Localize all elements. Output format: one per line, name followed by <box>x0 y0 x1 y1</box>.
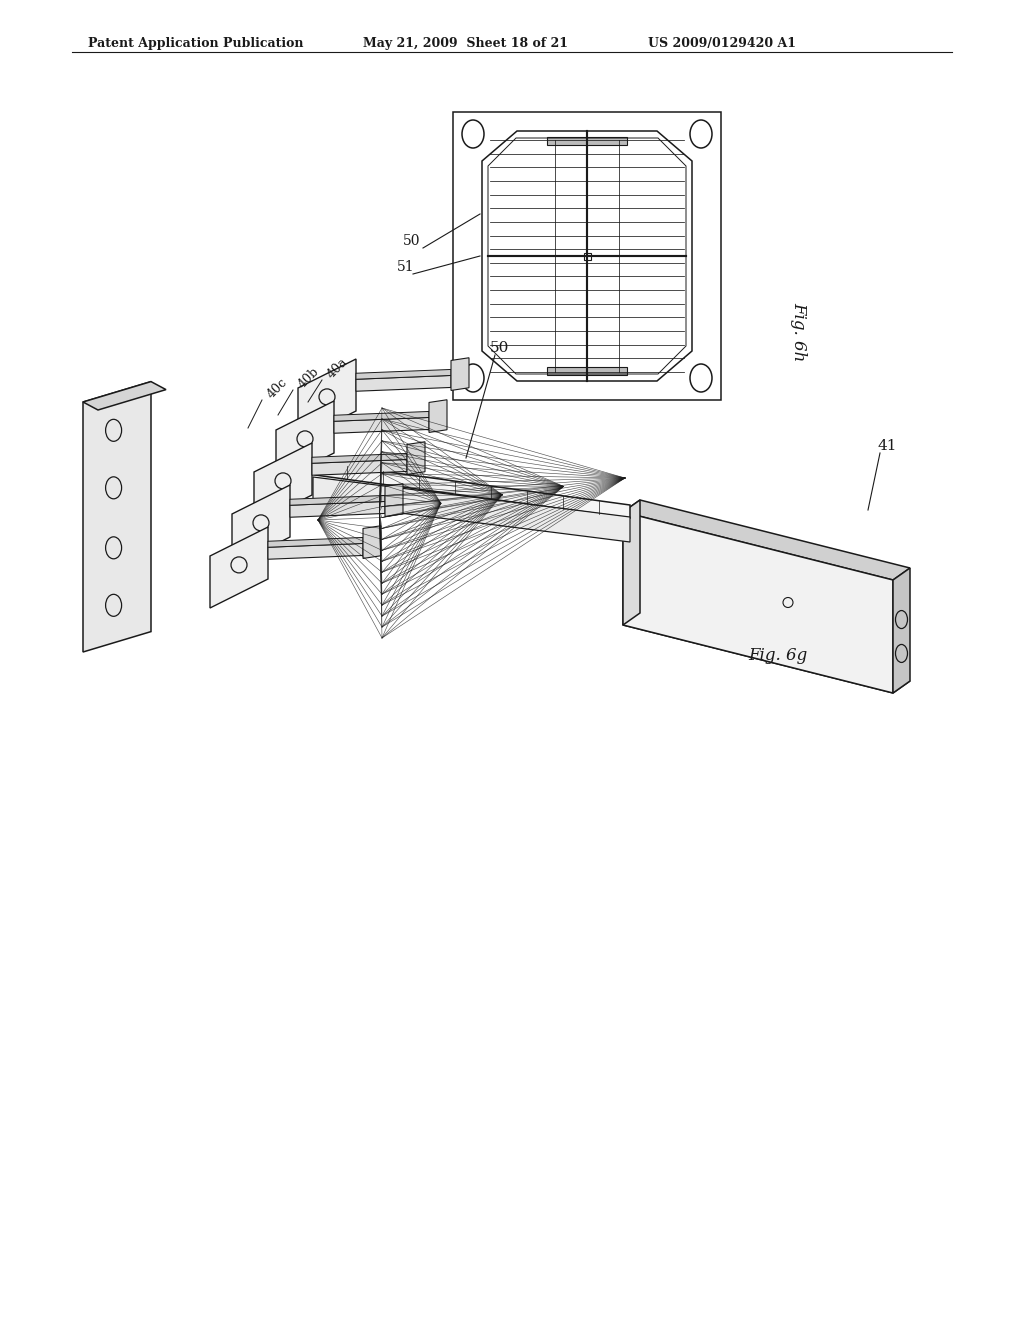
Text: Fig. 6h: Fig. 6h <box>790 302 807 362</box>
Polygon shape <box>893 568 910 693</box>
Polygon shape <box>623 500 910 579</box>
Polygon shape <box>232 484 290 566</box>
Polygon shape <box>268 544 362 560</box>
Polygon shape <box>334 417 429 433</box>
Bar <box>453 112 721 400</box>
Text: 51: 51 <box>397 260 415 275</box>
Polygon shape <box>623 512 893 693</box>
Text: 40a: 40a <box>325 355 351 381</box>
Polygon shape <box>623 500 640 624</box>
Polygon shape <box>290 502 385 517</box>
Polygon shape <box>385 483 403 516</box>
Text: Fig. 6g: Fig. 6g <box>748 647 807 664</box>
Polygon shape <box>313 477 630 543</box>
Polygon shape <box>276 401 334 482</box>
Polygon shape <box>83 381 151 652</box>
Bar <box>547 367 627 375</box>
Text: 41: 41 <box>878 440 897 453</box>
Polygon shape <box>83 381 166 411</box>
Polygon shape <box>451 358 469 391</box>
Polygon shape <box>312 459 407 475</box>
Polygon shape <box>407 442 425 474</box>
Polygon shape <box>290 495 385 506</box>
Polygon shape <box>429 400 447 433</box>
Polygon shape <box>312 454 407 463</box>
Text: 40b: 40b <box>296 364 323 391</box>
Text: 40c: 40c <box>265 376 291 401</box>
Polygon shape <box>315 462 630 517</box>
Polygon shape <box>623 612 910 693</box>
Text: 50: 50 <box>490 341 509 355</box>
Polygon shape <box>210 527 268 609</box>
Text: May 21, 2009  Sheet 18 of 21: May 21, 2009 Sheet 18 of 21 <box>362 37 568 50</box>
Text: US 2009/0129420 A1: US 2009/0129420 A1 <box>648 37 796 50</box>
Text: Patent Application Publication: Patent Application Publication <box>88 37 303 50</box>
Polygon shape <box>298 359 356 440</box>
Text: 50: 50 <box>403 234 421 248</box>
Polygon shape <box>356 375 451 391</box>
Bar <box>547 137 627 145</box>
Polygon shape <box>362 525 381 558</box>
Polygon shape <box>334 412 429 421</box>
Polygon shape <box>356 370 451 379</box>
Polygon shape <box>268 537 362 548</box>
Bar <box>584 252 591 260</box>
Polygon shape <box>254 444 312 524</box>
